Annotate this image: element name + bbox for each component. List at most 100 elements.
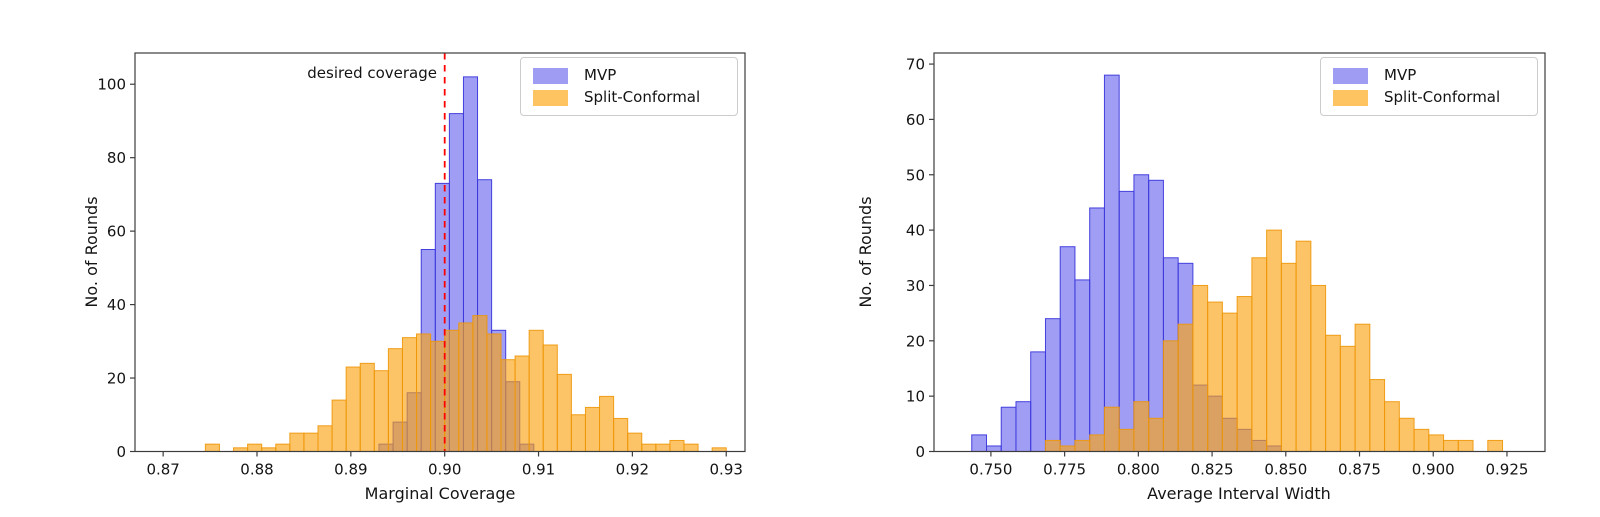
histogram-bar [1295, 240, 1312, 452]
histogram-bar [514, 355, 530, 453]
histogram-bar [1384, 401, 1400, 453]
histogram-bar [1059, 445, 1076, 453]
histogram-bar [1192, 284, 1209, 452]
plot-box [933, 52, 1546, 453]
mvp-swatch [533, 67, 568, 84]
histogram-bar [1074, 279, 1091, 453]
x-tick-label: 0.90 [428, 461, 461, 479]
histogram-bar [1059, 246, 1076, 452]
y-tick-label: 70 [906, 56, 925, 74]
histogram-bar [204, 443, 220, 452]
x-tick-label: 0.800 [1117, 461, 1160, 479]
mvp-legend-label: MVP [1384, 66, 1417, 84]
histogram-bar [584, 406, 601, 452]
histogram-bar [1000, 406, 1017, 452]
histogram-bar [985, 445, 1002, 453]
histogram-bar [359, 362, 375, 453]
histogram-bar [1118, 428, 1135, 452]
legend-item-mvp: MVP [533, 65, 727, 86]
y-tick-label: 60 [906, 111, 925, 129]
x-tick-label: 0.89 [334, 461, 367, 479]
histogram-bar [1487, 439, 1504, 452]
series-Split-Conformal [204, 315, 727, 453]
histogram-bar [1103, 74, 1120, 452]
histogram-bar [613, 417, 629, 453]
histogram-bar [1398, 417, 1415, 453]
legend-item-split-conformal: Split-Conformal [533, 87, 727, 108]
y-tick-label: 10 [906, 388, 925, 406]
mvp-swatch [1333, 67, 1368, 84]
histogram-bar [387, 348, 403, 452]
histogram-bar [247, 443, 263, 452]
histogram-bar [1074, 439, 1091, 452]
x-tick-label: 0.925 [1485, 461, 1528, 479]
histogram-bar [1133, 401, 1150, 453]
histogram-bar [373, 370, 389, 453]
histogram-bar [444, 329, 460, 452]
y-tick-label: 100 [97, 76, 126, 94]
y-tick-label: 20 [906, 332, 925, 350]
split-conformal-legend-label: Split-Conformal [584, 88, 701, 106]
histogram-bar [486, 333, 502, 452]
histogram-bar [1044, 439, 1061, 452]
y-tick-label: 30 [906, 277, 925, 295]
histogram-bar [1162, 340, 1179, 452]
chart-0: 0.87 0.88 0.89 0.90 0.91 0.92 0.93 0 20 40 60 80 100 [97, 52, 746, 479]
y-tick-label: 40 [906, 222, 925, 240]
histogram-bar [1015, 401, 1032, 453]
histogram-bar [570, 414, 586, 452]
histogram-bar [416, 333, 432, 452]
histogram-bar [1266, 229, 1282, 452]
histogram-bar [683, 443, 699, 452]
y-tick-label: 0 [915, 443, 925, 461]
x-tick-label: 0.91 [522, 461, 555, 479]
histogram-bar [458, 322, 474, 453]
histogram-bar [317, 425, 333, 453]
split-conformal-swatch [1333, 89, 1368, 106]
x-tick-label: 0.87 [146, 461, 179, 479]
histogram-bar [1354, 323, 1371, 453]
histogram-bar [1221, 312, 1238, 452]
histogram-bar [1236, 296, 1253, 452]
histogram-bar [542, 344, 558, 452]
left-xaxis-label: Marginal Coverage [364, 484, 516, 503]
right-xaxis-label: Average Interval Width [1147, 484, 1331, 503]
histogram-bar [1325, 334, 1341, 452]
histogram-bar [1177, 323, 1194, 453]
y-tick-label: 80 [107, 149, 126, 167]
y-tick-label: 60 [107, 223, 126, 241]
x-tick-label: 0.93 [710, 461, 743, 479]
histogram-bar [1118, 190, 1135, 452]
histogram-bar [345, 366, 361, 452]
mvp-legend-label: MVP [584, 66, 617, 84]
left-legend: MVP Split-Conformal [520, 57, 738, 116]
x-tick-label: 0.88 [240, 461, 273, 479]
legend-item-mvp: MVP [1333, 65, 1527, 86]
histogram-bar [472, 315, 488, 452]
split-conformal-legend-label: Split-Conformal [1384, 88, 1501, 106]
histogram-bar [303, 432, 319, 453]
y-tick-label: 40 [107, 296, 126, 314]
histogram-bar [599, 395, 615, 453]
histogram-bar [275, 443, 291, 452]
histogram-bar [1413, 428, 1430, 452]
histogram-bar [556, 373, 572, 452]
histogram-bar [500, 359, 516, 452]
x-tick-label: 0.750 [969, 461, 1012, 479]
x-tick-label: 0.775 [1043, 461, 1086, 479]
x-tick-label: 0.850 [1264, 461, 1307, 479]
histogram-bar [1207, 301, 1223, 452]
histogram-bar [430, 340, 446, 453]
histogram-bar [641, 443, 657, 452]
histogram-bar [1280, 262, 1297, 452]
histogram-bar [1044, 318, 1061, 453]
histogram-bar [1148, 179, 1164, 453]
x-tick-label: 0.875 [1338, 461, 1381, 479]
x-tick-label: 0.92 [616, 461, 649, 479]
histogram-bar [1443, 439, 1459, 452]
y-tick-label: 50 [906, 166, 925, 184]
histogram-bar [528, 329, 544, 452]
histogram-bar [289, 432, 305, 453]
